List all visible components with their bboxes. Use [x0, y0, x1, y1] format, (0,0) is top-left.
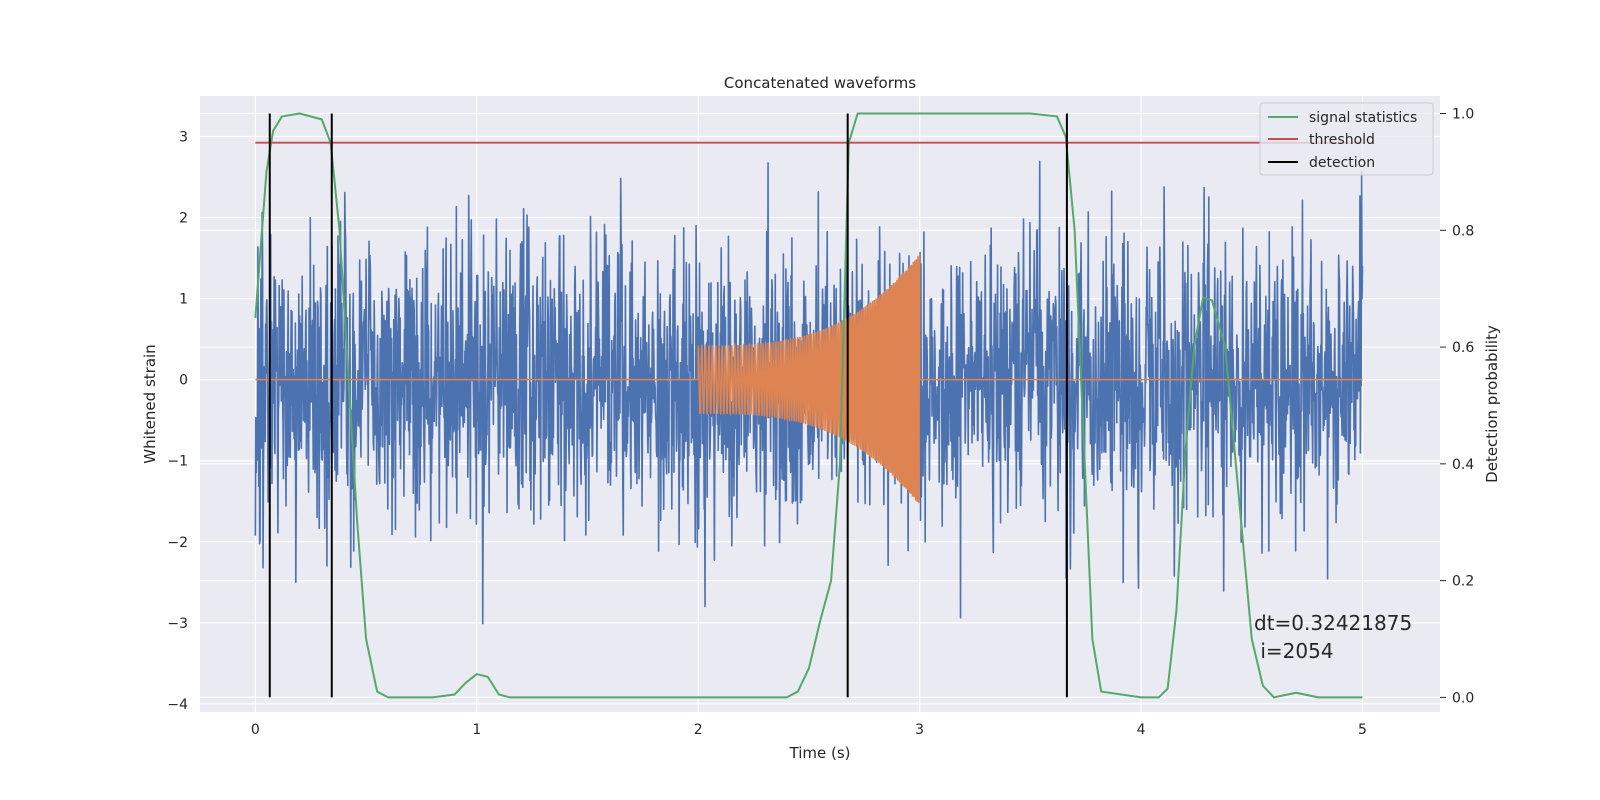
x-tick-label: 4 — [1137, 722, 1146, 738]
legend-box — [1259, 102, 1434, 176]
legend-label-threshold: threshold — [1309, 132, 1375, 148]
y2-tick-label: 0.8 — [1452, 223, 1474, 239]
x-tick-label: 3 — [915, 722, 924, 738]
y2-axis-label: Detection probability — [1483, 325, 1501, 483]
y-tick-label: 3 — [179, 130, 188, 146]
annotation-dt: dt=0.32421875 — [1254, 611, 1412, 635]
series-template — [255, 254, 1363, 503]
y2-tick-label: 0.2 — [1452, 574, 1474, 590]
legend: signal statistics threshold detection — [1259, 102, 1434, 176]
y2-tick-label: 0.6 — [1452, 340, 1474, 356]
y-axis-label: Whitened strain — [141, 344, 159, 463]
legend-label-detection: detection — [1309, 155, 1375, 171]
chart-title: Concatenated waveforms — [724, 74, 916, 92]
y-tick-label: 2 — [179, 211, 188, 227]
x-axis-label: Time (s) — [789, 744, 851, 762]
x-tick-label: 0 — [251, 722, 260, 738]
x-tick-label: 1 — [472, 722, 481, 738]
y-tick-label: −4 — [167, 697, 188, 713]
y-tick-label: 0 — [179, 373, 188, 389]
y-tick-label: −2 — [167, 535, 188, 551]
y2-tick-label: 0.4 — [1452, 457, 1474, 473]
x-tick-label: 5 — [1358, 722, 1367, 738]
annotation-index: i=2054 — [1254, 639, 1334, 663]
y2-tick-label: 0.0 — [1452, 690, 1474, 706]
series-strain — [254, 160, 1364, 625]
y-tick-label: −1 — [167, 454, 188, 470]
ticks-layer: 0 1 2 3 4 5 −4 −3 −2 −1 0 1 2 3 0.0 0.2 0.4 0.6 0.8 1.0 — [167, 107, 1474, 738]
legend-label-signal-statistics: signal statistics — [1309, 110, 1417, 126]
y-tick-label: −3 — [167, 616, 188, 632]
series-signal-statistics — [254, 112, 1363, 699]
x-tick-label: 2 — [694, 722, 703, 738]
y-tick-label: 1 — [179, 292, 188, 308]
series-layer — [254, 112, 1364, 699]
y2-tick-label: 1.0 — [1452, 107, 1474, 123]
